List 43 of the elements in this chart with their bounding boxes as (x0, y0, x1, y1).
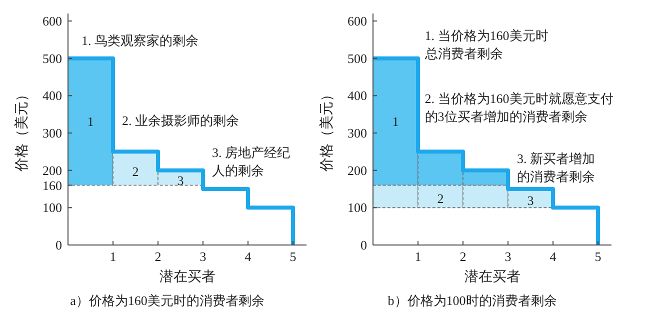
x-axis-title: 潜在买者 (464, 269, 520, 285)
y-tick-label: 300 (42, 126, 62, 140)
x-tick-label: 2 (460, 249, 466, 264)
annotation: 3. 新买者增加的消费者剩余 (517, 151, 595, 184)
annotation: 1 (392, 114, 399, 129)
y-tick-label: 160 (42, 178, 62, 193)
y-tick-label: 500 (348, 50, 367, 66)
annotation: 3 (527, 193, 534, 208)
annotation: 2 (437, 191, 444, 206)
x-tick-label: 5 (594, 249, 602, 264)
x-tick-label: 3 (504, 249, 512, 264)
x-tick-label: 1 (414, 249, 422, 264)
y-tick-label: 400 (42, 88, 62, 104)
y-tick-label: 400 (348, 88, 367, 104)
annotation: 1. 当价格为160美元时总消费者剩余 (424, 28, 548, 61)
y-tick-label: 200 (348, 162, 367, 178)
x-tick-label: 4 (244, 249, 252, 264)
annotation: 2 (132, 164, 139, 179)
x-tick-label: 1 (110, 249, 116, 264)
annotation: 2. 当价格为160美元时就愿意支付的3位买者增加的消费者剩余 (424, 91, 614, 124)
y-tick-label: 300 (348, 126, 367, 140)
y-tick-label: 0 (360, 238, 367, 252)
annotation: 3. 房地产经纪人的剩余 (212, 145, 290, 178)
y-axis-title: 价格（美元） (14, 87, 30, 172)
annotation: 1. 鸟类观察家的剩余 (82, 33, 198, 48)
y-tick-label: 600 (348, 14, 367, 28)
text: b）价格为100时的消费者剩余 (388, 293, 557, 308)
y-tick-label: 500 (42, 50, 62, 66)
y-tick-label: 600 (42, 14, 62, 28)
annotation: 1 (87, 114, 94, 129)
y-tick-label: 100 (348, 200, 367, 216)
annotation: 2. 业余摄影师的剩余 (122, 113, 239, 128)
y-tick-label: 0 (56, 238, 62, 252)
x-tick-label: 2 (154, 249, 162, 264)
text: a）价格为160美元时的消费者剩余 (70, 293, 264, 308)
x-tick-label: 5 (290, 249, 296, 264)
annotation: 3 (177, 173, 184, 188)
y-tick-label: 200 (42, 162, 62, 178)
y-axis-title: 价格（美元） (319, 87, 335, 172)
x-tick-label: 3 (200, 249, 206, 264)
y-tick-label: 100 (42, 200, 62, 216)
x-tick-label: 4 (550, 249, 557, 264)
x-axis-title: 潜在买者 (159, 269, 216, 285)
